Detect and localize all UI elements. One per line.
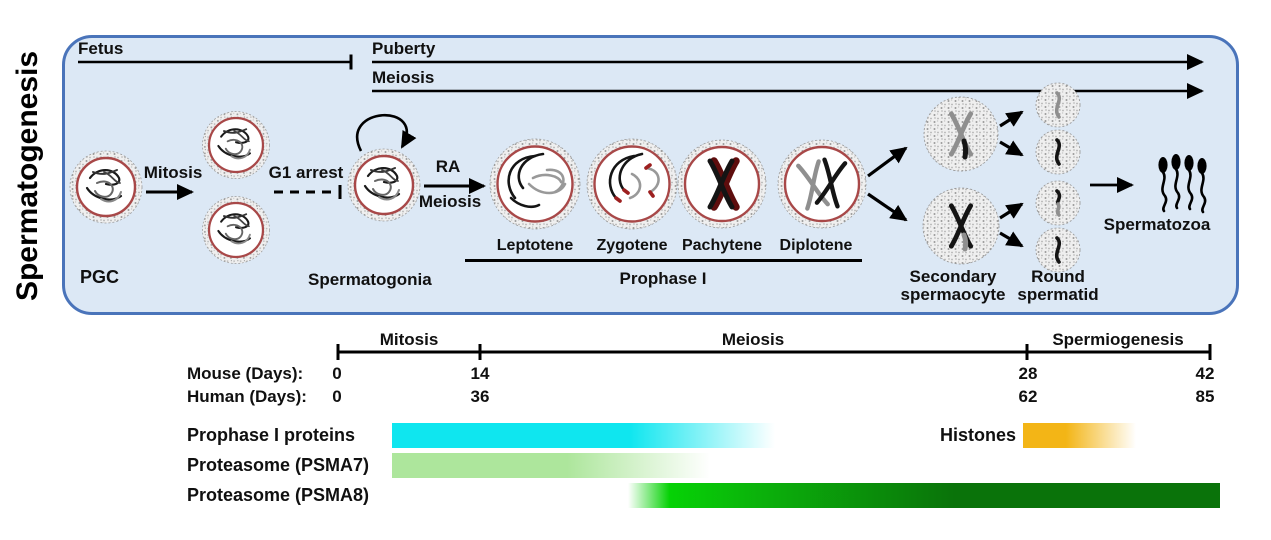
- round-spermatid-3: [1035, 180, 1081, 226]
- round-spermatid-1: [1035, 82, 1081, 128]
- human-day-85: 85: [1195, 387, 1215, 406]
- daughter-cell-bottom: [203, 197, 270, 264]
- histones-label: Histones: [939, 425, 1016, 445]
- fetus-label: Fetus: [78, 39, 124, 58]
- puberty-label: Puberty: [372, 39, 436, 58]
- secondary-spermatocyte-bottom: [922, 187, 1000, 265]
- human-day-0: 0: [332, 387, 342, 406]
- meiosis1-arrows: [867, 146, 908, 222]
- psma8-label: Proteasome (PSMA8): [187, 485, 370, 505]
- mouse-day-28: 28: [1018, 364, 1038, 383]
- diplotene-label: Diplotene: [779, 237, 853, 254]
- spermatozoa-label: Spermatozoa: [1103, 215, 1211, 234]
- prophase-proteins-label: Prophase I proteins: [187, 425, 356, 445]
- prophase-label: Prophase I: [619, 269, 707, 288]
- secondary-spermatocyte-top: [923, 96, 999, 172]
- human-day-36: 36: [470, 387, 490, 406]
- human-day-62: 62: [1018, 387, 1038, 406]
- timeline-axis: [336, 344, 1212, 360]
- mouse-day-0: 0: [332, 364, 342, 383]
- leptotene-label: Leptotene: [496, 237, 574, 254]
- prophase-proteins-bar: [392, 423, 775, 448]
- mitosis-step-label: Mitosis: [143, 163, 203, 182]
- meiosis-axis-label: Meiosis: [372, 68, 435, 87]
- psma8-bar: [628, 483, 1220, 508]
- psma7-bar: [392, 453, 710, 478]
- timeline-phase-mitosis: Mitosis: [379, 330, 439, 349]
- psma7-label: Proteasome (PSMA7): [187, 455, 370, 475]
- ra-meiosis-label: Meiosis: [418, 192, 482, 211]
- timeline-phase-spermiogenesis: Spermiogenesis: [1052, 330, 1184, 349]
- diplotene-cell: [777, 139, 867, 229]
- round-spermatid-label: Round spermatid: [1017, 267, 1099, 304]
- fetus-axis: [78, 54, 353, 70]
- g1-arrest-label: G1 arrest: [268, 163, 344, 182]
- daughter-cell-top: [203, 112, 270, 179]
- g1-arrest-arrow: [274, 185, 342, 199]
- mouse-days-label: Mouse (Days):: [187, 364, 304, 383]
- timeline-phase-meiosis: Meiosis: [721, 330, 785, 349]
- round-spermatid-2: [1035, 129, 1081, 175]
- spermatogonia-label: Spermatogonia: [308, 270, 432, 289]
- secondary-spermatocyte-label: Secondary spermaocyte: [900, 267, 1006, 304]
- leptotene-cell: [489, 138, 581, 230]
- human-days-label: Human (Days):: [187, 387, 307, 406]
- spermatozoa-icon: [1157, 152, 1208, 214]
- mouse-day-14: 14: [470, 364, 490, 383]
- histones-bar: [1023, 423, 1136, 448]
- pachytene-cell: [677, 139, 767, 229]
- pgc-cell: [70, 151, 142, 223]
- zygotene-label: Zygotene: [596, 237, 668, 254]
- zygotene-cell: [586, 138, 678, 230]
- round-spermatid-4: [1035, 227, 1081, 273]
- pachytene-label: Pachytene: [681, 237, 763, 254]
- mouse-day-42: 42: [1195, 364, 1215, 383]
- self-renewal-loop-arrow: [356, 113, 417, 152]
- spermatogonia-cell: [348, 149, 420, 221]
- ra-label: RA: [435, 157, 461, 176]
- pgc-label: PGC: [80, 267, 120, 287]
- meiosis2-arrows: [999, 110, 1024, 248]
